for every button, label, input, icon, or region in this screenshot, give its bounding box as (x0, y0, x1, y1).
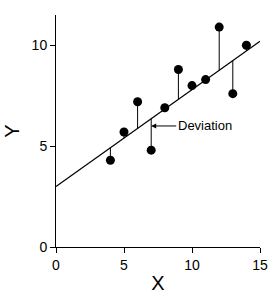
svg-text:5: 5 (120, 257, 128, 273)
svg-text:10: 10 (184, 257, 200, 273)
svg-text:0: 0 (39, 239, 47, 255)
svg-text:X: X (151, 272, 164, 294)
svg-text:5: 5 (39, 138, 47, 154)
svg-text:15: 15 (252, 257, 268, 273)
svg-text:Deviation: Deviation (178, 118, 232, 133)
svg-text:0: 0 (52, 257, 60, 273)
svg-text:Y: Y (1, 124, 23, 137)
svg-text:10: 10 (32, 37, 48, 53)
